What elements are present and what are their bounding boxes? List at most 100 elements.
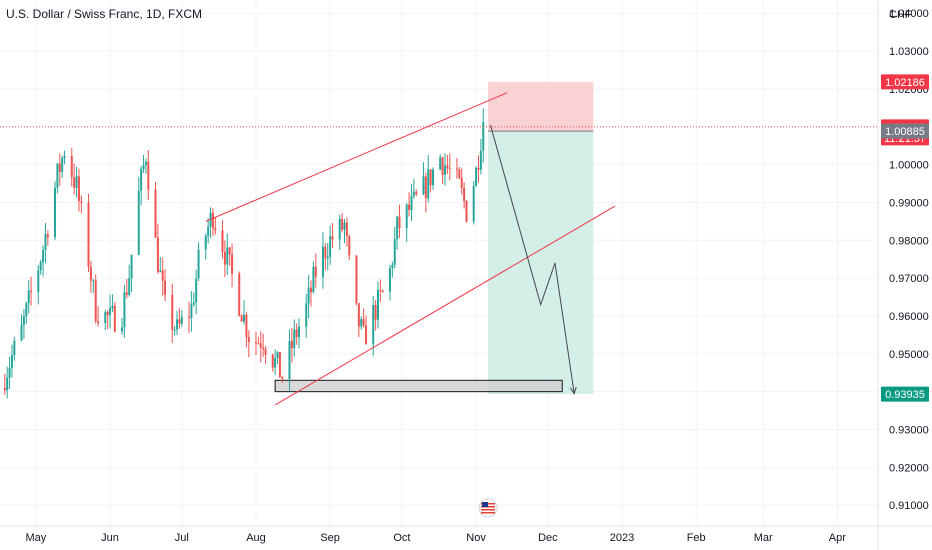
candle-body (475, 167, 478, 187)
candle-body (465, 201, 468, 222)
candle-body (357, 303, 360, 327)
candle-body (176, 319, 179, 330)
candle-body (238, 273, 241, 316)
x-tick-label: Sep (320, 532, 340, 544)
candle-body (472, 186, 475, 222)
candle-body (329, 236, 332, 257)
candle-body (393, 239, 396, 265)
candle-body (128, 278, 131, 295)
candle-body (372, 305, 375, 345)
candle-body (159, 270, 162, 272)
stop-loss-zone[interactable] (488, 81, 594, 132)
candle-body (288, 340, 291, 380)
candle-body (326, 256, 329, 259)
candle-body (70, 156, 73, 178)
candle-body (381, 290, 384, 292)
x-tick-label: Jun (101, 532, 119, 544)
candle-body (362, 319, 365, 326)
candle-body (341, 218, 344, 230)
candle-body (391, 264, 394, 269)
y-tick-label: 0.91000 (889, 500, 929, 512)
us-flag-icon[interactable] (478, 498, 498, 518)
candle-body (324, 246, 327, 259)
candle-body (192, 302, 195, 305)
candle-body (463, 188, 466, 202)
candle-body (271, 354, 274, 368)
x-tick-label: Feb (687, 532, 706, 544)
candle-body (305, 303, 308, 327)
drawings (0, 92, 878, 406)
candle-body (243, 314, 246, 322)
candle-body (398, 216, 401, 228)
candle-body (164, 280, 167, 295)
candle-body (137, 190, 140, 255)
candle-body (388, 268, 391, 292)
candle-body (77, 176, 80, 202)
candle-body (22, 316, 25, 325)
candle-body (477, 167, 480, 170)
candle-body (355, 255, 358, 304)
y-tick-label: 1.00000 (889, 160, 929, 172)
candle-body (458, 169, 461, 179)
candle-body (424, 176, 427, 199)
candle-body (58, 163, 61, 172)
candle-body (73, 177, 76, 188)
candle-body (223, 252, 226, 265)
price-label-badge (881, 74, 929, 90)
candle-body (80, 201, 83, 203)
candle-body (147, 161, 150, 190)
projection-path[interactable] (489, 124, 575, 394)
candles (3, 108, 485, 399)
y-tick-label: 0.98000 (889, 235, 929, 247)
trendline[interactable] (274, 205, 616, 406)
price-label-text: 1.00885 (885, 126, 925, 138)
time-axis: May Jun Jul Aug Sep Oct Nov Dec 2023 Feb Mar Apr (0, 498, 932, 544)
candle-body (161, 270, 164, 281)
candle-body (214, 228, 217, 231)
candle-body (30, 290, 33, 292)
candle-body (254, 342, 257, 344)
candle-body (6, 377, 9, 391)
candle-body (410, 195, 413, 210)
candle-body (37, 270, 40, 292)
candle-body (173, 329, 176, 331)
candle-body (460, 178, 463, 189)
candle-body (314, 266, 317, 277)
candle-body (276, 352, 279, 358)
candle-body (360, 319, 363, 327)
candle-body (405, 204, 408, 228)
candle-body (178, 319, 181, 324)
candle-body (56, 163, 59, 188)
candle-body (142, 165, 145, 169)
x-tick-label: Jul (175, 532, 189, 544)
candle-body (412, 191, 415, 196)
trendline[interactable] (205, 92, 508, 222)
candle-body (245, 314, 248, 338)
candle-body (144, 161, 147, 166)
x-tick-label: May (25, 532, 46, 544)
candle-body (331, 236, 334, 240)
candle-body (443, 165, 446, 175)
candle-body (197, 249, 200, 279)
candle-body (106, 311, 109, 316)
candle-body (180, 316, 183, 324)
support-zone[interactable] (274, 379, 563, 393)
candle-body (479, 150, 482, 170)
candle-body (228, 247, 231, 255)
candle-body (226, 247, 229, 265)
candle-body (455, 168, 458, 170)
y-tick-label: 0.97000 (889, 273, 929, 285)
candle-body (298, 326, 301, 338)
y-tick-label: 0.93000 (889, 425, 929, 437)
candle-body (259, 343, 262, 348)
candle-body (482, 122, 485, 151)
candle-body (257, 343, 260, 345)
candle-body (8, 367, 11, 378)
candle-body (89, 266, 92, 281)
candle-body (130, 254, 133, 279)
candle-body (20, 324, 23, 341)
take-profit-zone[interactable] (488, 131, 594, 395)
candle-body (54, 187, 57, 238)
